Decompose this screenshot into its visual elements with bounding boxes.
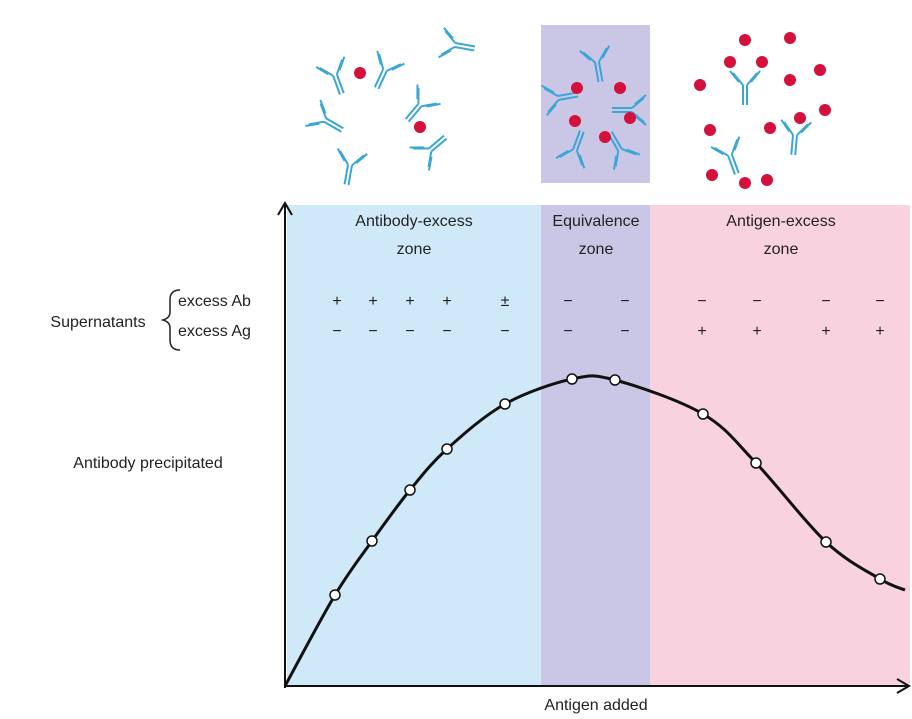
- lattice-box: [541, 25, 650, 183]
- sign: +: [332, 293, 341, 310]
- sign: −: [563, 323, 572, 340]
- sign: +: [442, 293, 451, 310]
- antibody-excess-illustration: [305, 28, 477, 188]
- sign: −: [368, 323, 377, 340]
- precipitin-diagram: Supernatants Antibody precipitated Antig…: [0, 0, 912, 719]
- sign: −: [821, 293, 830, 310]
- curve-point: [405, 485, 415, 495]
- sign: −: [620, 293, 629, 310]
- zone-label: Antibody-excess: [355, 213, 472, 230]
- zone-label: Antigen-excess: [726, 213, 835, 230]
- zone-label: zone: [397, 241, 432, 258]
- zone-label: zone: [579, 241, 614, 258]
- curve-point: [610, 375, 620, 385]
- zone-label: zone: [764, 241, 799, 258]
- curve-point: [821, 537, 831, 547]
- equivalence-zone: [541, 205, 650, 686]
- sign: −: [875, 293, 884, 310]
- sign: −: [563, 293, 572, 310]
- sign: +: [875, 323, 884, 340]
- sign: +: [697, 323, 706, 340]
- antigen-excess-illustration: [694, 32, 831, 189]
- curve-point: [500, 399, 510, 409]
- curve-point: [367, 536, 377, 546]
- row-label: excess Ab: [178, 293, 251, 310]
- y-axis-label: Antibody precipitated: [73, 455, 222, 472]
- zone-label: Equivalence: [552, 213, 639, 230]
- sign: ±: [501, 293, 510, 310]
- row-label: excess Ag: [178, 323, 251, 340]
- sign: +: [368, 293, 377, 310]
- sign: +: [821, 323, 830, 340]
- curve-point: [567, 374, 577, 384]
- x-axis-label: Antigen added: [544, 697, 647, 714]
- curve-point: [698, 409, 708, 419]
- sign: −: [332, 323, 341, 340]
- sign: −: [442, 323, 451, 340]
- sign: −: [697, 293, 706, 310]
- sign: −: [405, 323, 414, 340]
- curve-point: [875, 574, 885, 584]
- curve-point: [751, 458, 761, 468]
- sign: +: [752, 323, 761, 340]
- curve-point: [330, 590, 340, 600]
- sign: −: [500, 323, 509, 340]
- sign: −: [752, 293, 761, 310]
- antigen-excess-zone: [650, 205, 910, 686]
- sign: +: [405, 293, 414, 310]
- sign: −: [620, 323, 629, 340]
- curve-point: [442, 444, 452, 454]
- supernatants-label: Supernatants: [50, 314, 145, 331]
